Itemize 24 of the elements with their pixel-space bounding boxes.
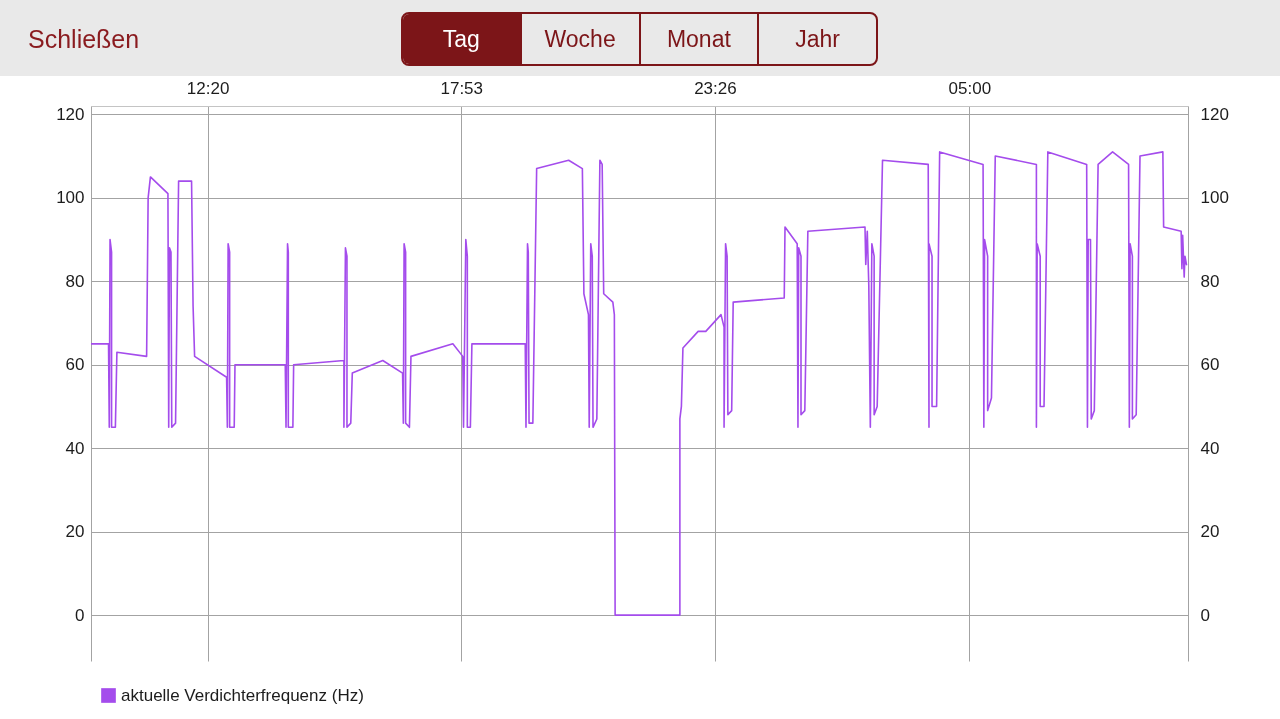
tab-button: Monat [638,14,758,64]
y-tick-label: 100 [56,188,85,208]
y-tick-label: 80 [65,271,85,291]
y2-tick-label: 120 [1200,104,1229,124]
x-tick-label: 12:20 [186,78,230,98]
y-tick-label: 60 [65,355,85,375]
y2-tick-label: 0 [1200,605,1210,625]
tab-button: Tag [403,14,520,64]
toolbar: Schließen Tag Woche Monat Jahr [0,0,1280,76]
y2-tick-label: 80 [1200,271,1220,291]
y2-tick-label: 40 [1200,438,1220,458]
legend-label: aktuelle Verdichterfrequenz (Hz) [121,685,364,705]
x-tick-label: 23:26 [694,78,737,98]
y-tick-label: 0 [75,605,85,625]
x-tick-label: 17:53 [440,78,484,98]
y-tick-label: 40 [65,438,85,458]
tab-button: Woche [519,14,639,64]
y2-tick-label: 20 [1200,522,1220,542]
y2-tick-label: 100 [1200,188,1229,208]
tab-button: Jahr [757,14,876,64]
x-tick-label: 05:00 [948,78,992,98]
y2-tick-label: 60 [1200,355,1220,375]
y-tick-label: 120 [56,104,85,124]
y-tick-label: 20 [65,522,85,542]
